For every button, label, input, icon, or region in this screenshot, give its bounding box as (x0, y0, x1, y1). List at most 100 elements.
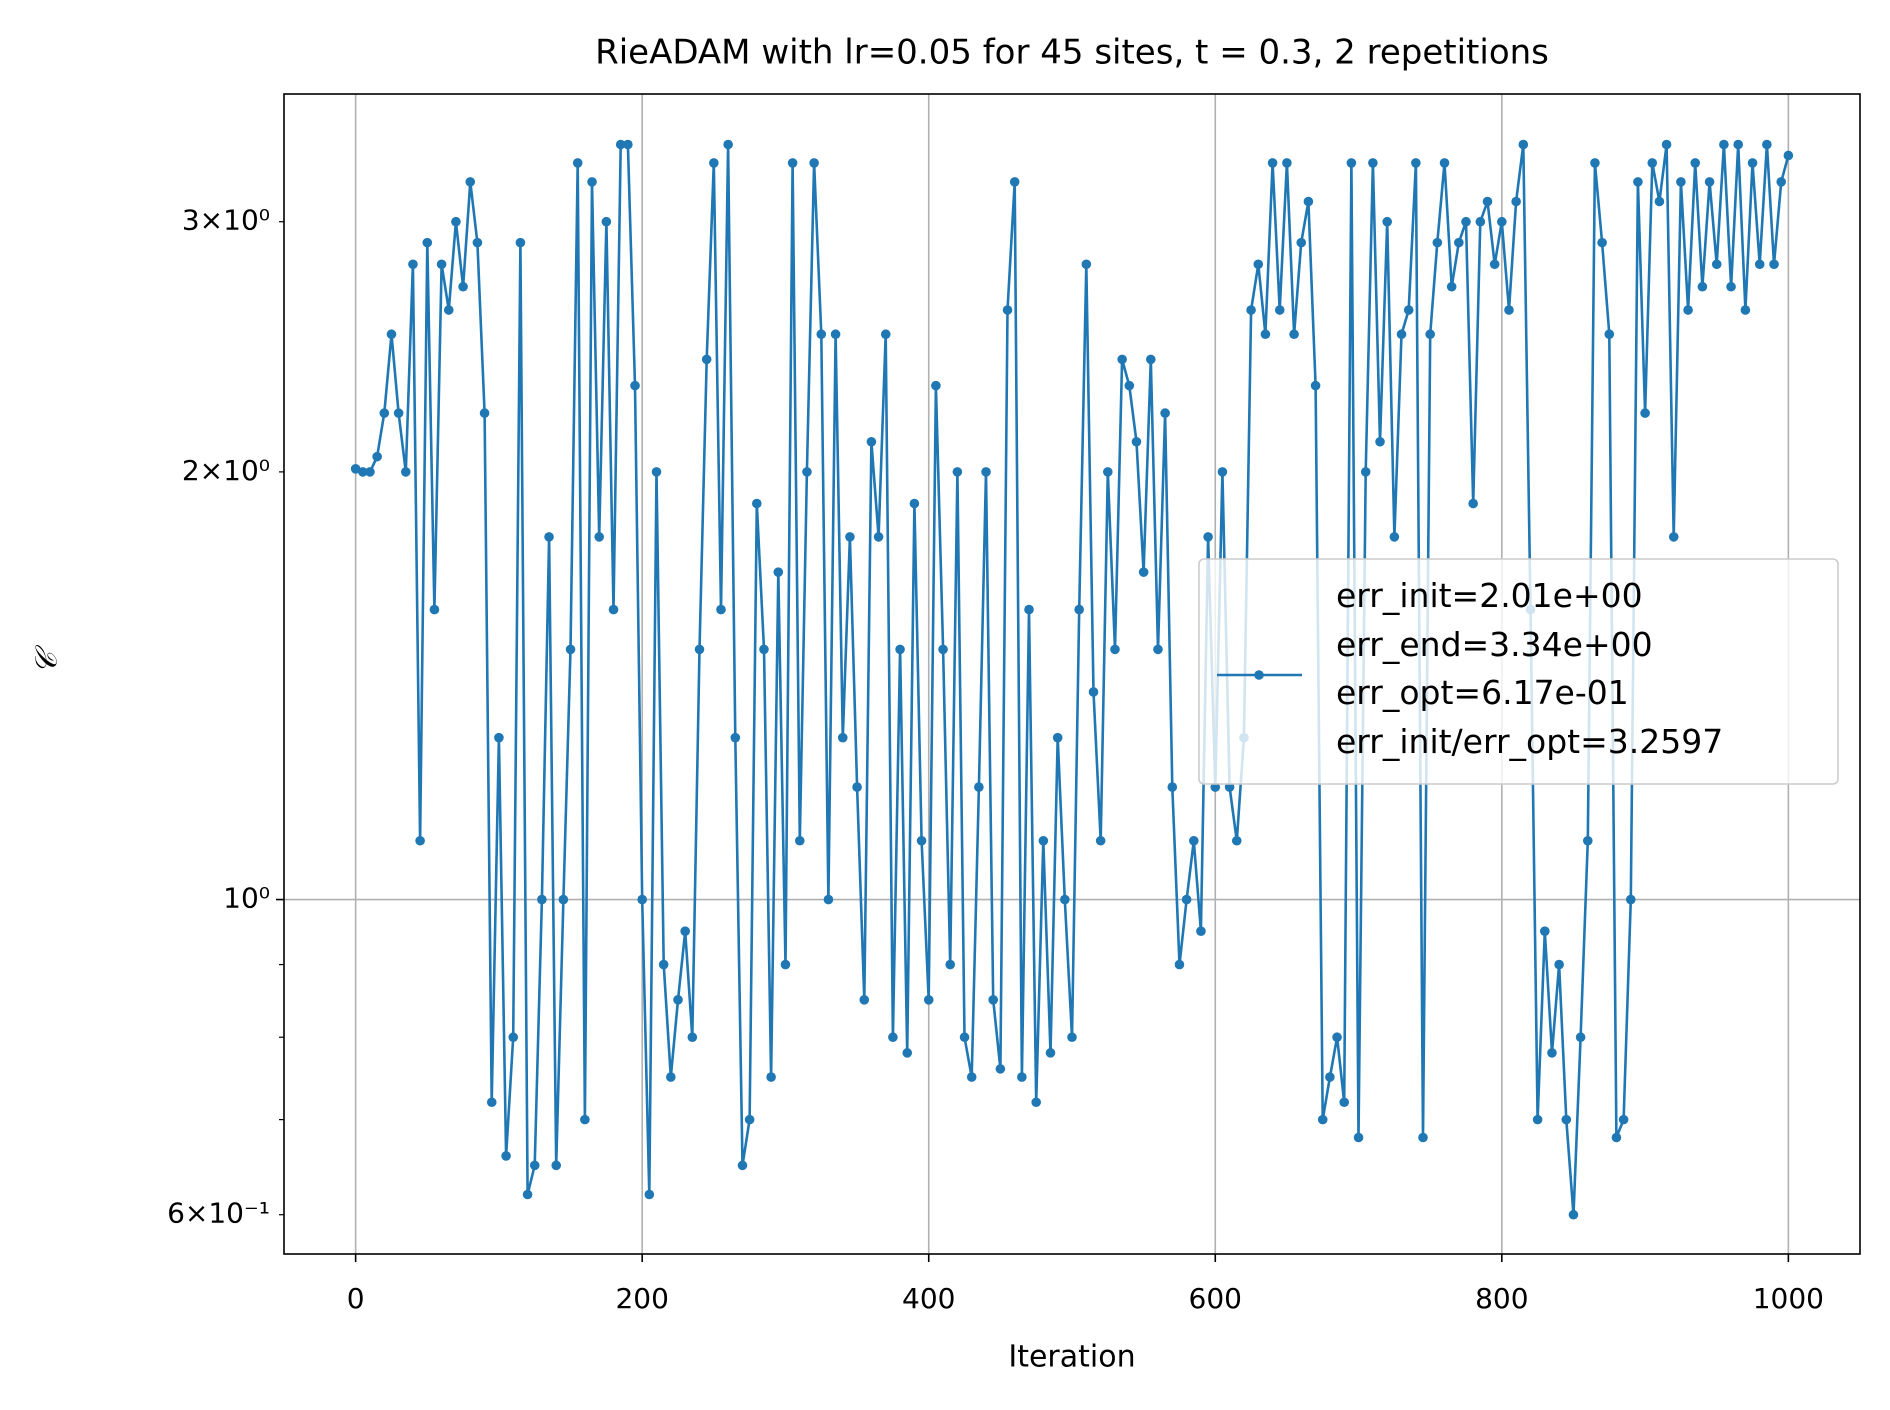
y-tick-label: 2×10⁰ (182, 454, 270, 487)
point (1439, 158, 1450, 168)
point (1726, 281, 1736, 292)
point (601, 216, 612, 227)
point (494, 732, 504, 743)
point (1332, 1032, 1342, 1043)
point (1317, 1114, 1328, 1125)
point (1618, 1114, 1629, 1125)
point (1267, 158, 1278, 168)
point (1740, 305, 1751, 315)
point (1031, 1097, 1041, 1108)
point (1303, 196, 1314, 207)
point (1067, 1032, 1077, 1043)
point (1289, 329, 1299, 340)
x-axis-label: Iteration (1008, 1340, 1135, 1375)
point (630, 380, 640, 391)
point (837, 732, 848, 743)
point (1418, 1132, 1428, 1143)
point (945, 959, 956, 970)
point (923, 995, 934, 1005)
point (981, 467, 991, 477)
point (429, 604, 440, 615)
point (1747, 158, 1758, 168)
y-axis-label: 𝒞 (30, 644, 65, 674)
point (1052, 732, 1063, 743)
point (1138, 567, 1149, 577)
point (687, 1032, 698, 1043)
point (1640, 408, 1650, 418)
point (988, 995, 998, 1005)
point (723, 139, 733, 150)
point (1690, 158, 1701, 168)
point (587, 177, 597, 187)
chart-title: RieADAM with lr=0.05 for 45 sites, t = 0… (595, 33, 1549, 73)
point (1683, 305, 1693, 315)
point (350, 464, 361, 474)
point (666, 1072, 676, 1082)
point (809, 158, 819, 168)
legend-box (1198, 558, 1839, 785)
point (1353, 1132, 1364, 1143)
point (1597, 237, 1607, 248)
point (1711, 259, 1722, 270)
point (644, 1189, 655, 1200)
point (479, 408, 490, 418)
point (1403, 305, 1414, 315)
point (1425, 329, 1435, 340)
point (1769, 259, 1779, 270)
point (952, 467, 963, 477)
point (1074, 604, 1084, 615)
point (1382, 216, 1392, 227)
x-tick-label: 600 (1189, 1282, 1242, 1315)
point (773, 567, 784, 577)
point (823, 894, 834, 905)
point (451, 216, 461, 227)
point (658, 959, 669, 970)
point (902, 1048, 913, 1058)
point (1045, 1048, 1056, 1058)
point (1547, 1048, 1557, 1058)
point (486, 1097, 497, 1108)
point (1081, 259, 1092, 270)
point (501, 1151, 511, 1161)
point (379, 408, 390, 418)
point (701, 354, 712, 365)
point (1153, 644, 1163, 655)
point (673, 995, 683, 1005)
point (1389, 532, 1400, 542)
point (959, 1032, 970, 1043)
point (393, 408, 404, 418)
point (1231, 835, 1242, 846)
point (888, 1032, 898, 1043)
point (1704, 177, 1715, 187)
point (709, 158, 719, 168)
point (1203, 532, 1213, 542)
point (680, 926, 690, 937)
point (472, 237, 483, 248)
point (995, 1064, 1006, 1074)
point (544, 532, 554, 542)
point (365, 467, 375, 477)
point (737, 1160, 748, 1171)
point (1009, 177, 1020, 187)
point (1002, 305, 1013, 315)
point (938, 644, 948, 655)
point (1633, 177, 1643, 187)
point (1325, 1072, 1335, 1082)
point (1432, 237, 1443, 248)
legend-label: err_init=2.01e+00 err_end=3.34e+00 err_o… (1336, 576, 1724, 761)
point (551, 1160, 562, 1171)
point (694, 644, 705, 655)
point (1296, 237, 1307, 248)
point (386, 329, 397, 340)
point (1396, 329, 1407, 340)
y-tick-label: 6×10⁻¹ (167, 1197, 270, 1230)
point (1554, 959, 1564, 970)
point (1604, 329, 1615, 340)
point (1017, 1072, 1027, 1082)
point (1783, 150, 1794, 161)
point (594, 532, 604, 542)
point (1582, 835, 1593, 846)
point (1575, 1032, 1586, 1043)
